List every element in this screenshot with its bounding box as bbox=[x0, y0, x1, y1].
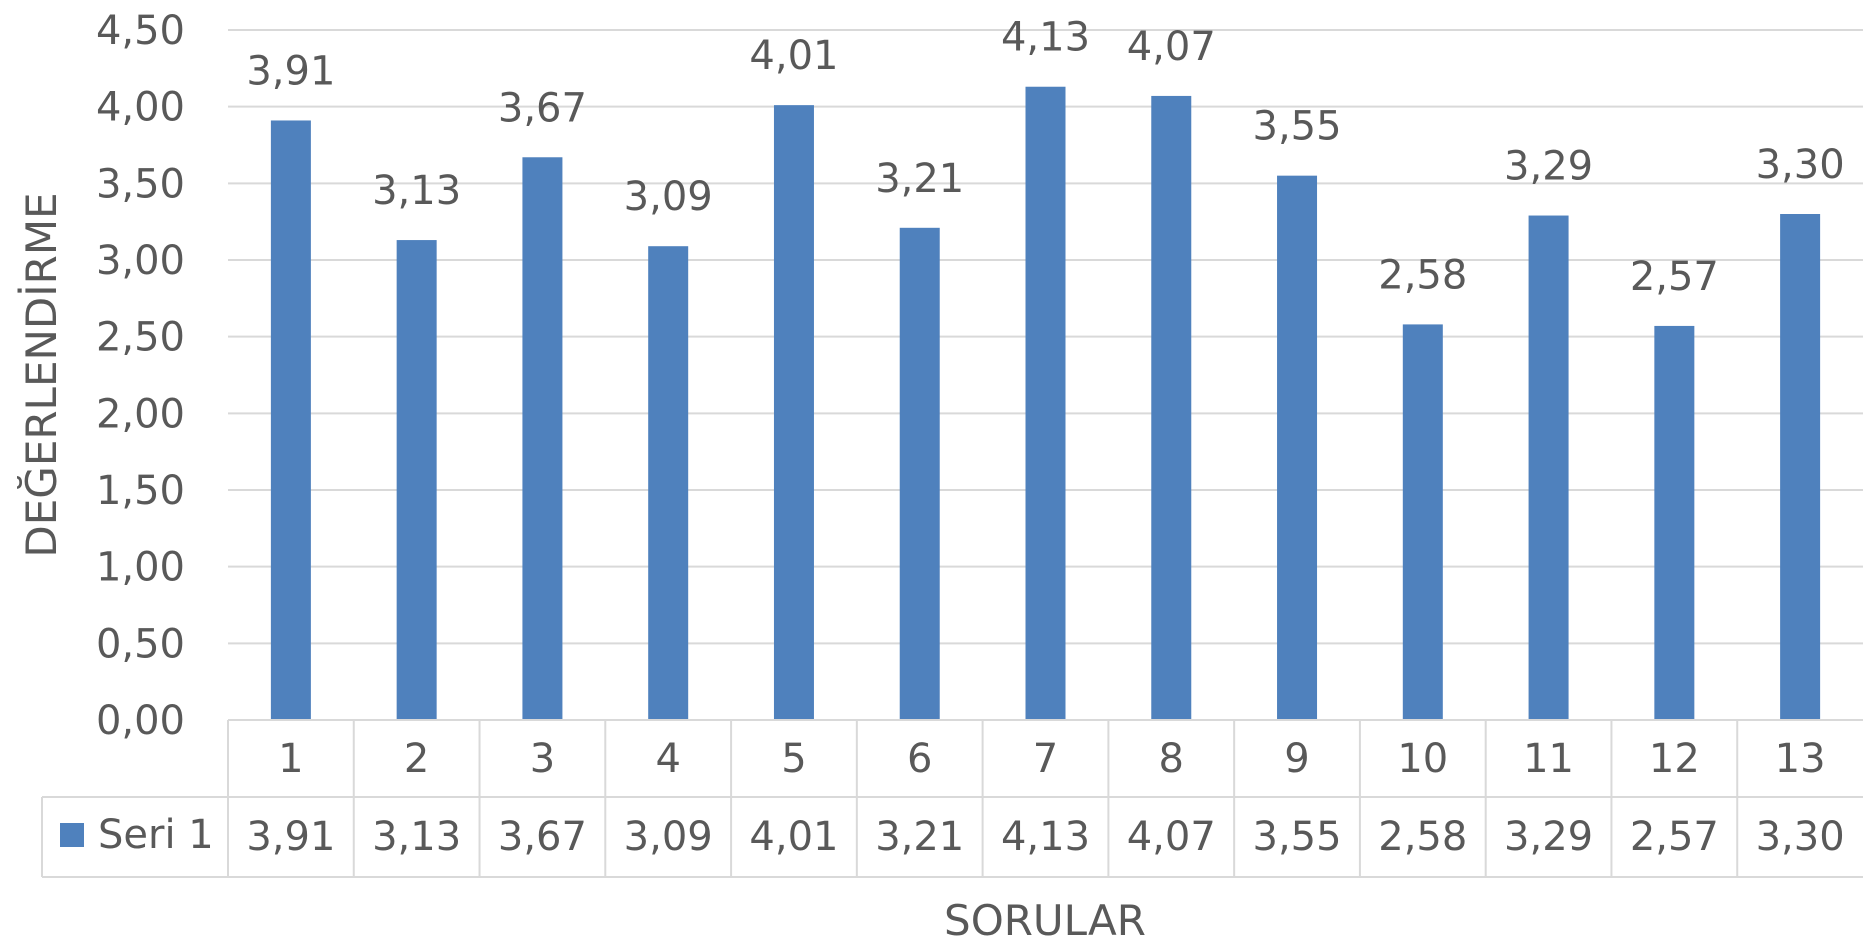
table-cell: 3,55 bbox=[1253, 814, 1342, 860]
table-cell: 3,21 bbox=[875, 814, 964, 860]
data-label: 4,07 bbox=[1127, 24, 1216, 70]
bars bbox=[270, 86, 1821, 721]
data-labels: 3,91 3,13 3,67 3,09 4,01 3,21 4,13 4,07 3,55 2,58… bbox=[246, 15, 1844, 300]
bar bbox=[648, 246, 689, 720]
x-tick-label: 3 bbox=[530, 736, 555, 782]
data-label: 3,13 bbox=[372, 168, 461, 214]
y-axis: 0,00 0,50 1,00 1,50 2,00 2,50 3,00 3,50 4,00 4,50 bbox=[96, 8, 185, 744]
table-cell: 4,07 bbox=[1127, 814, 1216, 860]
y-tick-label: 2,50 bbox=[96, 315, 185, 361]
x-tick-label: 2 bbox=[404, 736, 429, 782]
table-cell: 4,01 bbox=[749, 814, 838, 860]
bar bbox=[899, 227, 940, 721]
bar bbox=[1025, 86, 1066, 720]
x-tick-label: 8 bbox=[1159, 736, 1184, 782]
x-tick-label: 9 bbox=[1284, 736, 1309, 782]
data-label: 2,57 bbox=[1630, 254, 1719, 300]
table-cell: 2,57 bbox=[1630, 814, 1719, 860]
data-table: 1 3,91 2 3,13 3 3,67 4 3,09 5 4,01 6 3,21 7 4,13 8 4,07… bbox=[41, 719, 1863, 878]
legend-label: Seri 1 bbox=[98, 812, 214, 858]
data-label: 3,55 bbox=[1253, 104, 1342, 150]
data-label: 3,09 bbox=[624, 174, 713, 220]
data-label: 3,67 bbox=[498, 85, 587, 131]
bar bbox=[1654, 325, 1695, 720]
table-cell: 3,13 bbox=[372, 814, 461, 860]
table-cell: 3,29 bbox=[1504, 814, 1593, 860]
data-label: 4,01 bbox=[749, 33, 838, 79]
table-cell: 3,09 bbox=[624, 814, 713, 860]
bar bbox=[1402, 324, 1443, 720]
x-tick-label: 4 bbox=[655, 736, 680, 782]
y-tick-label: 0,00 bbox=[96, 698, 185, 744]
y-tick-label: 4,50 bbox=[96, 8, 185, 54]
bar bbox=[1528, 215, 1569, 721]
x-tick-label: 1 bbox=[278, 736, 303, 782]
x-axis-title: SORULAR bbox=[944, 896, 1146, 945]
y-tick-label: 3,00 bbox=[96, 238, 185, 284]
table-cell: 3,30 bbox=[1756, 814, 1845, 860]
bar bbox=[522, 157, 563, 720]
x-tick-label: 5 bbox=[781, 736, 806, 782]
x-tick-label: 6 bbox=[907, 736, 932, 782]
x-tick-label: 12 bbox=[1649, 736, 1700, 782]
y-tick-label: 1,50 bbox=[96, 468, 185, 514]
table-cell: 4,13 bbox=[1001, 814, 1090, 860]
x-tick-label: 13 bbox=[1775, 736, 1826, 782]
bar bbox=[396, 240, 437, 721]
y-tick-label: 4,00 bbox=[96, 85, 185, 131]
y-tick-label: 0,50 bbox=[96, 621, 185, 667]
y-tick-label: 3,50 bbox=[96, 161, 185, 207]
bar bbox=[270, 120, 311, 720]
data-label: 3,30 bbox=[1756, 142, 1845, 188]
y-tick-label: 2,00 bbox=[96, 391, 185, 437]
x-tick-label: 10 bbox=[1397, 736, 1448, 782]
data-label: 3,21 bbox=[875, 156, 964, 202]
data-label: 4,13 bbox=[1001, 15, 1090, 61]
data-label: 3,91 bbox=[246, 48, 335, 94]
y-tick-label: 1,00 bbox=[96, 545, 185, 591]
y-axis-title: DEĞERLENDİRME bbox=[16, 192, 66, 557]
legend-swatch bbox=[60, 823, 84, 847]
data-label: 2,58 bbox=[1378, 252, 1467, 298]
bar bbox=[773, 105, 814, 721]
bar bbox=[1277, 175, 1318, 720]
x-tick-label: 11 bbox=[1523, 736, 1574, 782]
data-label: 3,29 bbox=[1504, 144, 1593, 190]
x-tick-label: 7 bbox=[1033, 736, 1058, 782]
bar bbox=[1151, 95, 1192, 720]
table-cell: 3,67 bbox=[498, 814, 587, 860]
table-cell: 2,58 bbox=[1378, 814, 1467, 860]
table-cell: 3,91 bbox=[246, 814, 335, 860]
bar bbox=[1780, 214, 1821, 720]
